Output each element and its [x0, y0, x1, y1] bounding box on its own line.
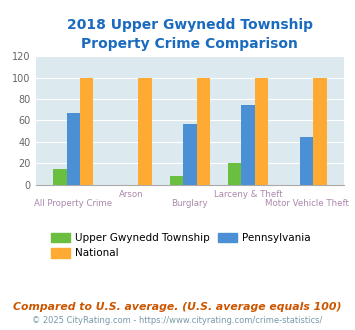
- Text: Arson: Arson: [119, 190, 144, 199]
- Text: Burglary: Burglary: [171, 199, 208, 208]
- Bar: [67, 113, 80, 185]
- Bar: [170, 176, 183, 185]
- Bar: [138, 78, 152, 185]
- Bar: [300, 137, 313, 185]
- Bar: [197, 78, 210, 185]
- Bar: [255, 78, 268, 185]
- Text: Motor Vehicle Theft: Motor Vehicle Theft: [264, 199, 348, 208]
- Bar: [53, 169, 67, 185]
- Text: Compared to U.S. average. (U.S. average equals 100): Compared to U.S. average. (U.S. average …: [13, 302, 342, 312]
- Bar: [80, 78, 93, 185]
- Bar: [183, 124, 197, 185]
- Bar: [228, 163, 241, 185]
- Title: 2018 Upper Gwynedd Township
Property Crime Comparison: 2018 Upper Gwynedd Township Property Cri…: [67, 18, 313, 51]
- Text: All Property Crime: All Property Crime: [34, 199, 113, 208]
- Bar: [241, 106, 255, 185]
- Bar: [313, 78, 327, 185]
- Text: © 2025 CityRating.com - https://www.cityrating.com/crime-statistics/: © 2025 CityRating.com - https://www.city…: [32, 316, 323, 325]
- Legend: Upper Gwynedd Township, National, Pennsylvania: Upper Gwynedd Township, National, Pennsy…: [47, 229, 315, 263]
- Text: Larceny & Theft: Larceny & Theft: [214, 190, 283, 199]
